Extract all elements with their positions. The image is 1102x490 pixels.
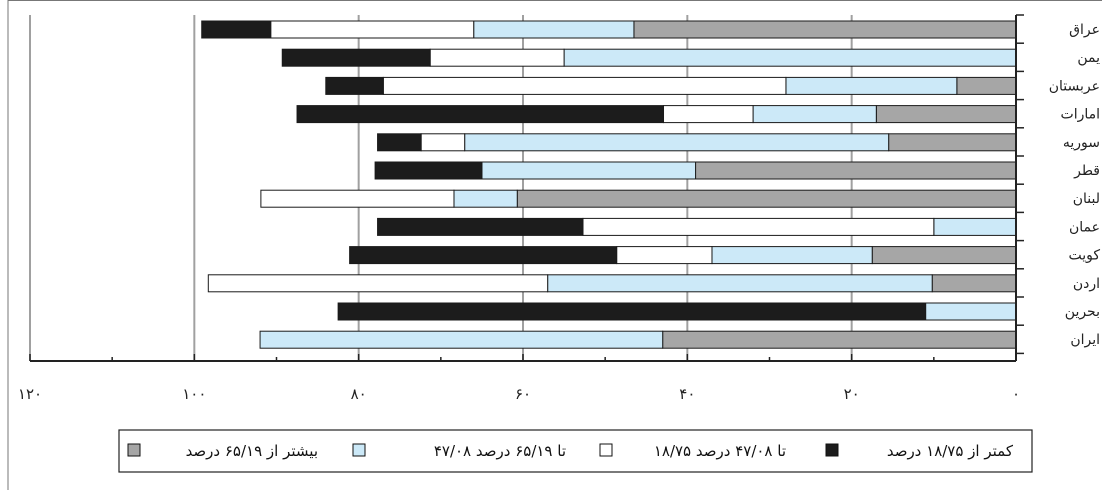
bar-2-series-2 [382, 76, 787, 95]
bar-4-series-2 [420, 133, 466, 152]
x-tick-label: ۰ [1012, 385, 1020, 403]
bar-8-series-1 [711, 246, 873, 265]
bar-7-series-2 [582, 217, 935, 236]
bar-0-series-0 [633, 20, 1017, 39]
category-label: ایران [1070, 332, 1100, 348]
category-label: بحرین [1065, 304, 1100, 320]
bar-0-series-3 [201, 20, 272, 39]
bar-9-series-0 [931, 274, 1017, 293]
bar-9-series-1 [547, 274, 933, 293]
bar-2-series-3 [325, 76, 384, 95]
category-label: قطر [1073, 163, 1100, 179]
category-label: کویت [1068, 248, 1100, 264]
x-tick-label: ۱۲۰ [18, 385, 42, 403]
legend-label: ۱۸/۷۵ تا ۴۷/۰۸ درصد [654, 442, 786, 460]
legend: کمتر از ۱۸/۷۵ درصد ۱۸/۷۵ تا ۴۷/۰۸ درصد ۴۷/… [118, 429, 1033, 473]
x-tick-label: ۸۰ [351, 385, 367, 403]
x-tick-label: ۴۰ [679, 385, 695, 403]
legend-label: ۴۷/۰۸ تا ۶۵/۱۹ درصد [434, 442, 566, 460]
bar-2-series-1 [785, 76, 958, 95]
bars [201, 20, 1017, 349]
bar-0-series-1 [473, 20, 635, 39]
bar-5-series-1 [481, 161, 697, 180]
bar-11-series-1 [259, 330, 664, 349]
legend-box [118, 429, 1033, 473]
category-label: عراق [1069, 22, 1100, 38]
category-label: یمن [1077, 50, 1100, 66]
bar-7-series-1 [933, 217, 1017, 236]
bar-1-series-3 [281, 48, 431, 67]
bar-11-series-0 [662, 330, 1017, 349]
category-label: اردن [1073, 276, 1100, 292]
legend-label: کمتر از ۱۸/۷۵ درصد [887, 442, 1014, 460]
bar-8-series-2 [616, 246, 713, 265]
bar-10-series-3 [337, 302, 927, 321]
bar-3-series-1 [752, 105, 877, 124]
legend-swatch [352, 443, 366, 457]
category-label: عمان [1069, 219, 1100, 235]
bar-1-series-2 [429, 48, 565, 67]
bar-8-series-0 [871, 246, 1017, 265]
bar-5-series-0 [695, 161, 1017, 180]
legend-swatch [825, 443, 839, 457]
bar-7-series-3 [377, 217, 584, 236]
bar-2-series-0 [956, 76, 1017, 95]
x-tick-label: ۲۰ [844, 385, 860, 403]
bar-5-series-3 [374, 161, 483, 180]
legend-swatch [127, 443, 141, 457]
bar-4-series-0 [888, 133, 1017, 152]
category-labels: عراق یمن عربستان امارات سوریه قطر لبنان عمان کوی… [1049, 22, 1101, 348]
bar-3-series-2 [663, 105, 754, 124]
category-label: عربستان [1049, 78, 1100, 94]
bar-0-series-2 [270, 20, 475, 39]
bar-3-series-0 [875, 105, 1017, 124]
x-tick-label: ۱۰۰ [182, 385, 206, 403]
bar-6-series-0 [516, 189, 1017, 208]
bar-3-series-3 [296, 105, 665, 124]
bar-9-series-2 [207, 274, 549, 293]
legend-label: بیشتر از ۶۵/۱۹ درصد [186, 442, 318, 460]
category-label: امارات [1061, 107, 1100, 123]
bar-10-series-1 [925, 302, 1017, 321]
legend-swatch [599, 443, 613, 457]
bar-8-series-3 [349, 246, 618, 265]
bar-4-series-3 [377, 133, 422, 152]
category-label: لبنان [1073, 191, 1100, 207]
x-tick-labels: ۰ ۲۰ ۴۰ ۶۰ ۸۰ ۱۰۰ ۱۲۰ [18, 385, 1020, 403]
bar-6-series-1 [453, 189, 518, 208]
axes [7, 0, 1102, 490]
bar-6-series-2 [260, 189, 455, 208]
bar-4-series-1 [464, 133, 890, 152]
category-label: سوریه [1063, 135, 1100, 151]
bar-1-series-1 [563, 48, 1017, 67]
x-tick-label: ۶۰ [515, 385, 531, 403]
